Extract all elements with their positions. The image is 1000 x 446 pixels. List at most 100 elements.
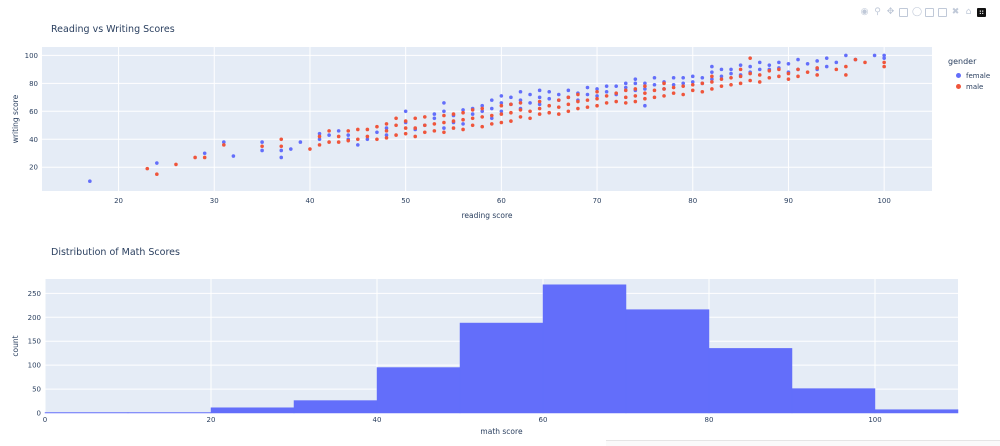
scatter-title: Reading vs Writing Scores <box>51 24 175 35</box>
histogram-x-tick-label: 20 <box>207 416 216 424</box>
autoscale-icon[interactable]: ✖ <box>951 8 960 17</box>
home-icon[interactable]: ⌂ <box>964 8 973 17</box>
legend-item-female[interactable]: female <box>956 70 990 81</box>
legend-item-male[interactable]: male <box>956 81 990 92</box>
scatter-point-female <box>279 156 283 160</box>
scatter-point-male <box>729 83 733 87</box>
scatter-point-male <box>662 87 666 91</box>
scatter-point-male <box>222 143 226 147</box>
scatter-point-male <box>509 111 513 115</box>
scatter-point-male <box>777 75 781 79</box>
histogram-bar <box>294 401 377 413</box>
scatter-point-female <box>586 86 590 90</box>
scatter-point-female <box>681 76 685 80</box>
legend-label-female: female <box>966 72 990 80</box>
scatter-point-male <box>815 66 819 70</box>
scatter-point-female <box>557 93 561 97</box>
scatter-point-male <box>471 108 475 112</box>
scatter-point-male <box>461 118 465 122</box>
histogram-bar <box>626 310 709 413</box>
scatter-point-male <box>461 128 465 132</box>
scatter-point-male <box>480 107 484 111</box>
scatter-point-male <box>155 172 159 176</box>
scatter-point-male <box>538 100 542 104</box>
scatter-point-male <box>203 156 207 160</box>
scatter-point-male <box>595 90 599 94</box>
scatter-point-female <box>691 75 695 79</box>
scatter-point-male <box>576 93 580 97</box>
histogram-y-tick-label: 150 <box>28 338 41 346</box>
scatter-point-male <box>394 117 398 121</box>
scatter-point-female <box>538 96 542 100</box>
scatter-point-male <box>835 68 839 72</box>
camera-icon[interactable]: ◉ <box>860 8 869 17</box>
scatter-x-tick-label: 60 <box>497 197 506 205</box>
box-select-icon[interactable] <box>899 8 908 17</box>
scatter-point-male <box>768 76 772 80</box>
histogram-bar <box>211 408 294 413</box>
zoom-in-icon[interactable] <box>925 8 934 17</box>
scatter-point-male <box>413 135 417 139</box>
scatter-point-male <box>863 61 867 65</box>
scatter-point-male <box>308 147 312 151</box>
scatter-point-male <box>662 82 666 86</box>
scatter-x-tick-label: 30 <box>210 197 219 205</box>
scatter-point-male <box>193 156 197 160</box>
scatter-point-male <box>567 103 571 107</box>
scatter-point-male <box>567 110 571 114</box>
scatter-point-male <box>145 167 149 171</box>
scatter-point-male <box>337 135 341 139</box>
scatter-point-male <box>796 75 800 79</box>
modebar: ◉ ⚲ ✥ ◯ ✖ ⌂ :: <box>860 8 986 17</box>
histogram-x-tick-label: 0 <box>43 416 47 424</box>
lasso-icon[interactable]: ◯ <box>912 8 921 17</box>
zoom-out-icon[interactable] <box>938 8 947 17</box>
histogram-bar <box>460 323 543 413</box>
scatter-point-male <box>423 115 427 119</box>
scatter-point-male <box>815 73 819 77</box>
scatter-point-male <box>471 123 475 127</box>
scatter-point-female <box>672 76 676 80</box>
scatter-point-male <box>500 104 504 108</box>
zoom-icon[interactable]: ⚲ <box>873 8 882 17</box>
scatter-x-tick-label: 20 <box>114 197 123 205</box>
histogram-x-axis-label: math score <box>480 427 523 436</box>
scatter-point-male <box>586 105 590 109</box>
scatter-point-female <box>653 83 657 87</box>
scatter-point-male <box>433 122 437 126</box>
scatter-point-female <box>825 65 829 69</box>
scatter-point-female <box>586 93 590 97</box>
plotly-logo-icon[interactable]: :: <box>977 8 986 17</box>
scatter-x-tick-label: 40 <box>305 197 314 205</box>
scatter-point-female <box>461 122 465 126</box>
scatter-point-female <box>729 68 733 72</box>
scatter-point-female <box>825 56 829 60</box>
scatter-point-male <box>480 115 484 119</box>
scatter-point-male <box>634 87 638 91</box>
scatter-point-male <box>691 83 695 87</box>
scatter-point-female <box>567 89 571 93</box>
legend-label-male: male <box>966 83 983 91</box>
pan-icon[interactable]: ✥ <box>886 8 895 17</box>
histogram-bar <box>377 368 460 413</box>
scatter-point-male <box>720 77 724 81</box>
scatter-point-male <box>174 163 178 167</box>
scatter-point-female <box>337 129 341 133</box>
scatter-point-male <box>394 123 398 127</box>
histogram-x-tick-label: 80 <box>705 416 714 424</box>
scatter-point-male <box>413 126 417 130</box>
scatter-x-axis-label: reading score <box>461 211 512 220</box>
scatter-point-male <box>404 119 408 123</box>
scatter-point-male <box>500 112 504 116</box>
scatter-x-tick-label: 80 <box>688 197 697 205</box>
scatter-point-male <box>509 103 513 107</box>
scatter-point-male <box>519 101 523 105</box>
scatter-point-female <box>289 147 293 151</box>
scatter-point-male <box>538 112 542 116</box>
scatter-point-male <box>557 98 561 102</box>
scatter-point-male <box>701 90 705 94</box>
scatter-point-male <box>442 121 446 125</box>
scatter-point-male <box>366 128 370 132</box>
scatter-point-male <box>624 89 628 93</box>
